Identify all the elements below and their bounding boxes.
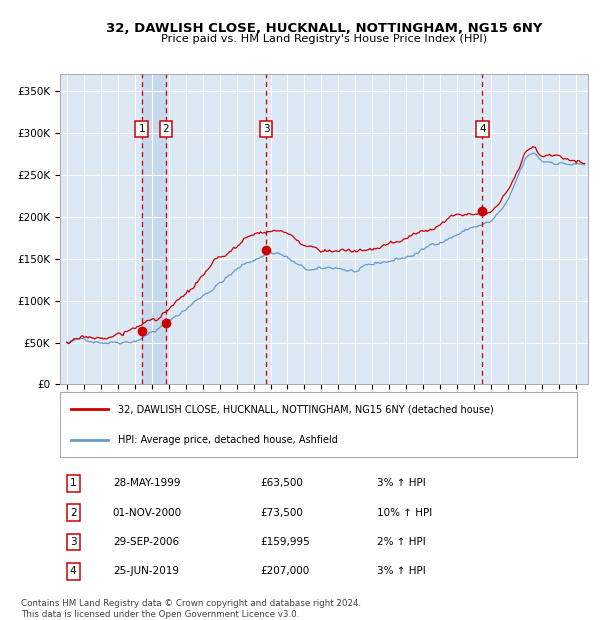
Text: HPI: Average price, detached house, Ashfield: HPI: Average price, detached house, Ashf… (118, 435, 338, 445)
Text: 3% ↑ HPI: 3% ↑ HPI (377, 478, 425, 488)
Text: 2% ↑ HPI: 2% ↑ HPI (377, 537, 425, 547)
Text: 2: 2 (70, 508, 77, 518)
Text: Price paid vs. HM Land Registry's House Price Index (HPI): Price paid vs. HM Land Registry's House … (161, 34, 487, 44)
Text: £63,500: £63,500 (260, 478, 304, 488)
Bar (142, 74, 166, 384)
Text: 3% ↑ HPI: 3% ↑ HPI (377, 566, 425, 576)
Text: £73,500: £73,500 (260, 508, 304, 518)
Text: 29-SEP-2006: 29-SEP-2006 (113, 537, 179, 547)
Text: 4: 4 (70, 566, 77, 576)
Text: £207,000: £207,000 (260, 566, 310, 576)
Text: 3: 3 (263, 124, 269, 134)
Text: 1: 1 (70, 478, 77, 488)
Text: 10% ↑ HPI: 10% ↑ HPI (377, 508, 432, 518)
Text: 25-JUN-2019: 25-JUN-2019 (113, 566, 179, 576)
FancyBboxPatch shape (60, 392, 577, 458)
Text: £159,995: £159,995 (260, 537, 310, 547)
Text: 4: 4 (479, 124, 486, 134)
Text: 28-MAY-1999: 28-MAY-1999 (113, 478, 181, 488)
Text: 01-NOV-2000: 01-NOV-2000 (113, 508, 182, 518)
Text: 2: 2 (163, 124, 169, 134)
Text: 3: 3 (70, 537, 77, 547)
Text: 1: 1 (139, 124, 145, 134)
Text: 32, DAWLISH CLOSE, HUCKNALL, NOTTINGHAM, NG15 6NY: 32, DAWLISH CLOSE, HUCKNALL, NOTTINGHAM,… (106, 22, 542, 35)
Text: 32, DAWLISH CLOSE, HUCKNALL, NOTTINGHAM, NG15 6NY (detached house): 32, DAWLISH CLOSE, HUCKNALL, NOTTINGHAM,… (118, 404, 494, 414)
Text: Contains HM Land Registry data © Crown copyright and database right 2024.
This d: Contains HM Land Registry data © Crown c… (21, 600, 361, 619)
